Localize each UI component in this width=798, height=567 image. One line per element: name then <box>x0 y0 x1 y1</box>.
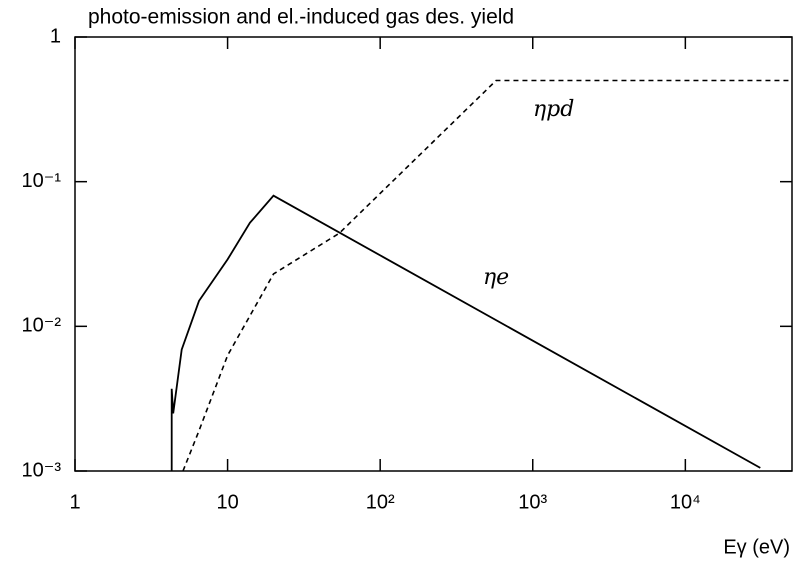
x-tick-label: 10³ <box>518 491 547 513</box>
y-tick-label: 1 <box>50 25 61 47</box>
plot-frame <box>74 36 793 472</box>
series-label: ηe <box>483 265 509 290</box>
y-tick-label: 10⁻¹ <box>22 170 62 192</box>
x-tick-label: 10⁴ <box>670 491 701 513</box>
series-line <box>182 79 792 472</box>
x-axis-label: Eγ (eV) <box>723 536 790 558</box>
y-tick-label: 10⁻² <box>22 315 62 337</box>
x-tick-label: 1 <box>69 491 80 513</box>
series-label: ηpd <box>533 97 574 122</box>
x-tick-label: 10² <box>366 491 395 513</box>
series-line <box>170 194 761 471</box>
chart-title: photo-emission and el.-induced gas des. … <box>88 6 514 29</box>
x-tick-label: 10 <box>216 491 238 513</box>
y-tick-label: 10⁻³ <box>22 459 62 481</box>
